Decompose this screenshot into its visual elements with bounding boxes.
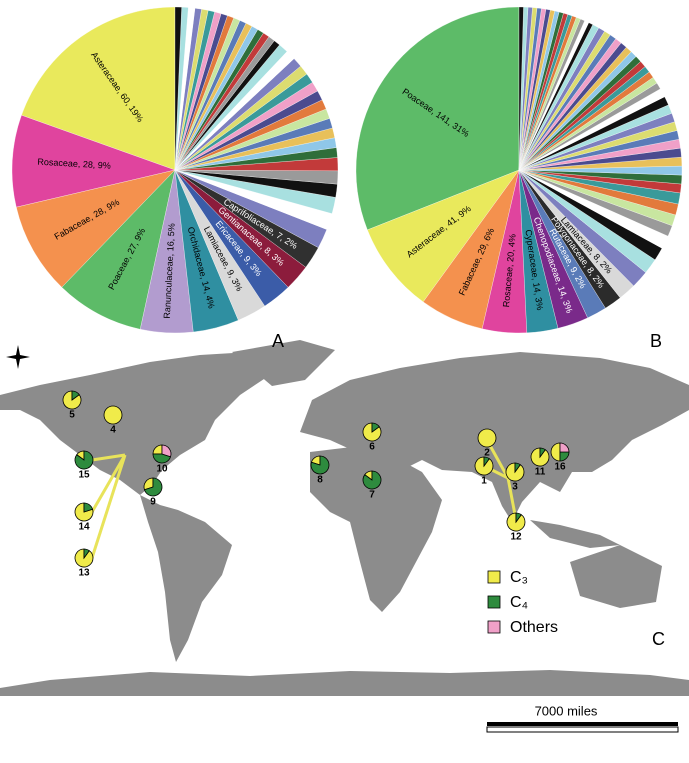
site-label: 7 <box>369 490 375 501</box>
panel-letter: C <box>652 629 665 649</box>
site-pie-slice <box>143 477 163 497</box>
site-label: 8 <box>317 475 323 486</box>
site-pie-slice <box>550 442 561 462</box>
site-label: 10 <box>156 464 168 475</box>
site-pie-slice <box>83 502 94 513</box>
pie-slice <box>16 169 176 288</box>
slice-label: Rosaceae, 28, 9% <box>37 157 111 171</box>
site-pie-slice <box>103 405 123 425</box>
site-label: 2 <box>484 448 490 459</box>
south-america <box>140 495 232 662</box>
site-pie-slice <box>362 470 382 490</box>
site-pie-slice <box>477 428 497 448</box>
legend-label: Others <box>510 619 558 636</box>
site-pie-slice <box>71 390 80 401</box>
map: 7000 miles C <box>0 340 689 733</box>
scale-bar-box <box>486 726 679 733</box>
site-label: 5 <box>69 410 75 421</box>
pie-slice <box>174 6 182 171</box>
legend-swatch <box>487 595 501 609</box>
site-pie-slice <box>515 512 522 524</box>
site-pie-slice <box>514 462 521 474</box>
north-america <box>0 352 290 495</box>
connector <box>91 453 126 462</box>
site-label: 16 <box>554 462 566 473</box>
legend-label: C₃ <box>510 569 528 586</box>
greenland <box>232 340 335 386</box>
site-pie-slice <box>559 442 570 453</box>
compass <box>6 345 30 369</box>
australia <box>570 545 662 608</box>
pie-slice <box>367 169 520 303</box>
site-label: 4 <box>110 425 116 436</box>
site-pie-slice <box>483 456 490 468</box>
pie-slice <box>11 115 176 208</box>
site-label: 1 <box>481 476 487 487</box>
site-pie-slice <box>152 453 172 464</box>
slice-label: Ranunculaceae, 16, 5% <box>162 223 177 319</box>
site-pie-slice <box>539 447 546 459</box>
antarctica <box>0 670 689 696</box>
africa <box>310 446 442 612</box>
site-label: 6 <box>369 442 375 453</box>
site-label: 9 <box>150 497 156 508</box>
site-label: 12 <box>510 532 522 543</box>
legend-swatch <box>487 620 501 634</box>
panel-letter: A <box>272 331 284 351</box>
legend-swatch <box>487 570 501 584</box>
site-label: 13 <box>78 568 90 579</box>
site-pie-slice <box>371 422 380 433</box>
pie-slice <box>518 6 524 171</box>
compass-rose <box>6 345 30 369</box>
pie-slice <box>61 169 176 330</box>
site-pie-slice <box>74 450 94 470</box>
site-label: 3 <box>512 482 518 493</box>
pie-slice <box>21 6 176 171</box>
site-label: 11 <box>535 467 546 478</box>
site-pie-slice <box>310 455 330 475</box>
panel-letter: B <box>650 331 662 351</box>
connector <box>90 454 127 513</box>
scale-label: 7000 miles <box>535 703 598 718</box>
site-pie-slice <box>161 444 172 458</box>
legend-label: C₄ <box>510 594 528 611</box>
site-label: 14 <box>78 522 90 533</box>
site-label: 15 <box>78 470 90 481</box>
indonesia <box>530 520 620 548</box>
connector <box>90 454 127 559</box>
pie-slice <box>355 6 520 231</box>
site-pie-slice <box>83 548 90 560</box>
